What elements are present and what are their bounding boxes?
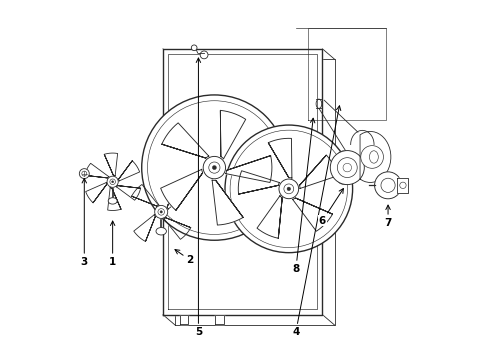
Circle shape — [160, 211, 162, 213]
Polygon shape — [163, 49, 322, 315]
Text: 1: 1 — [109, 221, 116, 266]
Polygon shape — [215, 315, 224, 324]
Circle shape — [110, 179, 115, 185]
Circle shape — [191, 45, 197, 51]
Circle shape — [154, 206, 167, 219]
Polygon shape — [257, 196, 282, 238]
Polygon shape — [161, 169, 202, 210]
Polygon shape — [220, 111, 245, 159]
Ellipse shape — [338, 151, 348, 157]
Text: 8: 8 — [292, 118, 314, 274]
Circle shape — [286, 187, 290, 191]
Circle shape — [284, 184, 293, 194]
Circle shape — [329, 150, 364, 185]
Circle shape — [79, 168, 89, 179]
Circle shape — [380, 178, 394, 192]
Polygon shape — [292, 198, 332, 231]
Text: 4: 4 — [292, 106, 340, 337]
Ellipse shape — [338, 178, 348, 184]
Circle shape — [107, 176, 118, 187]
Circle shape — [208, 162, 220, 173]
Circle shape — [374, 172, 401, 199]
Circle shape — [111, 181, 113, 183]
Ellipse shape — [369, 151, 378, 163]
Polygon shape — [118, 161, 140, 181]
Ellipse shape — [156, 228, 166, 235]
Polygon shape — [116, 186, 141, 200]
Polygon shape — [175, 59, 334, 325]
Circle shape — [200, 51, 207, 59]
Circle shape — [158, 209, 164, 215]
Polygon shape — [131, 184, 158, 206]
Polygon shape — [359, 131, 390, 183]
Circle shape — [343, 163, 351, 172]
Polygon shape — [84, 163, 109, 178]
Text: 6: 6 — [318, 189, 343, 226]
Circle shape — [203, 156, 225, 179]
Ellipse shape — [381, 192, 390, 197]
Text: 3: 3 — [81, 179, 88, 266]
Ellipse shape — [108, 198, 117, 204]
Circle shape — [142, 95, 286, 240]
Polygon shape — [162, 123, 208, 158]
Polygon shape — [238, 171, 279, 194]
Polygon shape — [167, 182, 188, 209]
Circle shape — [279, 179, 298, 199]
Text: 5: 5 — [194, 58, 202, 337]
Polygon shape — [134, 215, 155, 242]
Polygon shape — [104, 153, 118, 176]
Polygon shape — [299, 155, 337, 189]
Circle shape — [399, 182, 406, 189]
Polygon shape — [85, 183, 106, 203]
Polygon shape — [225, 156, 271, 183]
Circle shape — [81, 171, 86, 176]
Circle shape — [224, 125, 352, 253]
Polygon shape — [180, 315, 188, 324]
Polygon shape — [212, 180, 243, 225]
Polygon shape — [107, 188, 121, 211]
Polygon shape — [268, 138, 291, 178]
Text: 2: 2 — [175, 249, 193, 265]
Text: 7: 7 — [384, 205, 391, 228]
Polygon shape — [396, 177, 407, 193]
Polygon shape — [163, 218, 190, 239]
Ellipse shape — [381, 174, 390, 179]
Circle shape — [212, 166, 216, 170]
Circle shape — [360, 145, 383, 168]
Circle shape — [337, 158, 356, 177]
